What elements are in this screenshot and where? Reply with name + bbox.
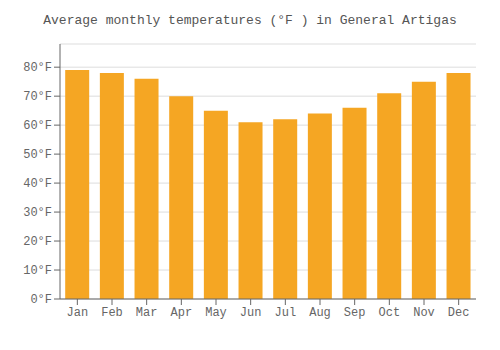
svg-text:50°F: 50°F [23,148,52,162]
svg-text:Jun: Jun [240,306,262,320]
svg-text:Jul: Jul [275,306,297,320]
svg-text:May: May [205,306,227,320]
svg-text:60°F: 60°F [23,119,52,133]
svg-text:Oct: Oct [379,306,401,320]
svg-text:Mar: Mar [136,306,158,320]
svg-text:30°F: 30°F [23,206,52,220]
html-text:Average monthly temperatures (: Average monthly temperatures (°F ) in Ge… [43,13,457,28]
svg-text:20°F: 20°F [23,235,52,249]
svg-text:Apr: Apr [171,306,193,320]
svg-text:Feb: Feb [101,306,123,320]
svg-text:Jan: Jan [67,306,89,320]
svg-text:10°F: 10°F [23,264,52,278]
svg-text:0°F: 0°F [30,293,52,307]
svg-text:Sep: Sep [344,306,366,320]
svg-text:70°F: 70°F [23,90,52,104]
svg-text:Nov: Nov [413,306,435,320]
svg-text:Aug: Aug [309,306,331,320]
svg-text:40°F: 40°F [23,177,52,191]
svg-text:Dec: Dec [448,306,470,320]
svg-text:80°F: 80°F [23,61,52,75]
